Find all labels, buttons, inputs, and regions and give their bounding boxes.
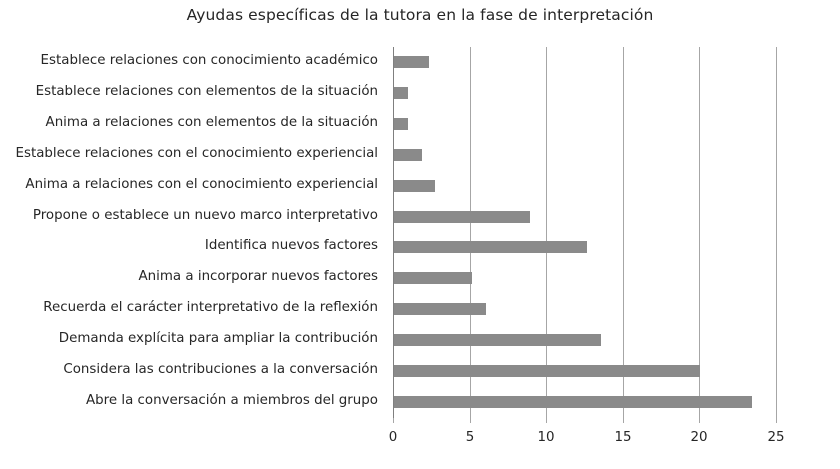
category-label: Anima a relaciones con elementos de la s…	[45, 114, 378, 130]
x-tick-label: 25	[767, 430, 785, 445]
x-tick-label: 5	[465, 430, 475, 445]
x-tick-mark	[393, 418, 394, 423]
category-label: Abre la conversación a miembros del grup…	[85, 392, 378, 408]
x-tick-mark	[470, 418, 471, 423]
bar	[394, 56, 429, 68]
x-tick-mark	[699, 418, 700, 423]
x-tick-mark	[546, 418, 547, 423]
category-label: Establece relaciones con el conocimiento…	[15, 145, 378, 161]
category-label: Establece relaciones con conocimiento ac…	[40, 53, 378, 68]
bar	[394, 365, 700, 377]
bar	[394, 179, 435, 192]
category-label: Considera las contribuciones a la conver…	[63, 362, 378, 377]
x-tick-label: 20	[690, 430, 708, 445]
gridline	[776, 47, 777, 418]
category-label: Establece relaciones con elementos de la…	[35, 83, 378, 99]
y-axis-line	[393, 47, 394, 422]
plot-area	[393, 47, 777, 423]
bar	[394, 210, 530, 223]
gridline	[623, 47, 624, 418]
gridline	[470, 47, 471, 418]
category-label: Propone o establece un nuevo marco inter…	[32, 207, 378, 223]
gridline	[546, 47, 547, 418]
bar	[394, 117, 408, 130]
category-label: Anima a incorporar nuevos factores	[138, 269, 378, 285]
bar	[394, 334, 601, 347]
gridline	[699, 47, 700, 418]
category-label: Demanda explícita para ampliar la contri…	[58, 331, 378, 347]
category-label: Recuerda el carácter interpretativo de l…	[43, 300, 378, 316]
category-label: Anima a relaciones con el conocimiento e…	[25, 176, 378, 192]
bar	[394, 86, 408, 99]
x-tick-label: 0	[388, 430, 398, 445]
x-tick-label: 10	[537, 430, 555, 445]
chart-title: Ayudas específicas de la tutora en la fa…	[186, 6, 654, 24]
bar	[394, 148, 422, 161]
x-tick-label: 15	[614, 430, 632, 445]
bar	[394, 395, 752, 408]
category-label: Identifica nuevos factores	[204, 238, 378, 254]
bar	[394, 241, 587, 254]
x-tick-mark	[776, 418, 777, 423]
bar	[394, 303, 486, 316]
x-tick-mark	[623, 418, 624, 423]
bar	[394, 272, 472, 285]
